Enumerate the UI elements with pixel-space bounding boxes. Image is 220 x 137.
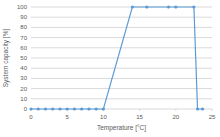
data-point (73, 107, 76, 110)
data-point (145, 5, 148, 8)
x-tick-label: 5 (66, 114, 70, 120)
y-tick-label: 100 (17, 4, 28, 10)
grid-line (31, 98, 212, 99)
grid-line (31, 58, 212, 59)
y-tick-label: 40 (20, 65, 27, 71)
x-tick-label: 10 (100, 114, 107, 120)
data-point (102, 107, 105, 110)
data-point (44, 107, 47, 110)
y-tick-label: 90 (20, 14, 27, 20)
data-point (66, 107, 69, 110)
grid-line (31, 78, 212, 79)
x-tick (139, 109, 140, 111)
data-point (201, 107, 204, 110)
y-tick-label: 30 (20, 75, 27, 81)
grid-line (31, 37, 212, 38)
data-point (131, 5, 134, 8)
x-axis-title: Temperature [°C] (97, 124, 146, 132)
y-tick-label: 50 (20, 55, 27, 61)
x-tick-label: 0 (29, 114, 33, 120)
data-line (31, 7, 203, 109)
data-point (51, 107, 54, 110)
x-tick-label: 15 (136, 114, 143, 120)
data-point (192, 5, 195, 8)
y-tick-label: 20 (20, 86, 27, 92)
grid-line (31, 68, 212, 69)
data-point (174, 5, 177, 8)
data-point (80, 107, 83, 110)
x-tick (212, 109, 213, 111)
data-point (37, 107, 40, 110)
grid-line (31, 47, 212, 48)
x-tick (175, 109, 176, 111)
y-tick-label: 10 (20, 96, 27, 102)
y-tick-label: 0 (24, 106, 28, 112)
y-axis-title: System capacity [%] (2, 29, 10, 88)
data-point (196, 107, 199, 110)
grid-line (31, 27, 212, 28)
y-tick-label: 80 (20, 24, 27, 30)
x-tick-label: 25 (209, 114, 216, 120)
data-point (87, 107, 90, 110)
grid-line (31, 17, 212, 18)
data-point (58, 107, 61, 110)
grid-line (31, 88, 212, 89)
data-point (95, 107, 98, 110)
plot-area (29, 5, 204, 110)
chart: 0 10 20 30 40 50 60 70 80 90 100 0 5 10 15 20 25 Temperat… (0, 0, 220, 137)
x-tick-label: 20 (172, 114, 179, 120)
data-point (167, 5, 170, 8)
y-tick-label: 70 (20, 35, 27, 41)
chart-root: 0 10 20 30 40 50 60 70 80 90 100 0 5 10 15 20 25 Temperat… (0, 0, 220, 137)
data-point (29, 107, 32, 110)
y-tick-label: 60 (20, 45, 27, 51)
